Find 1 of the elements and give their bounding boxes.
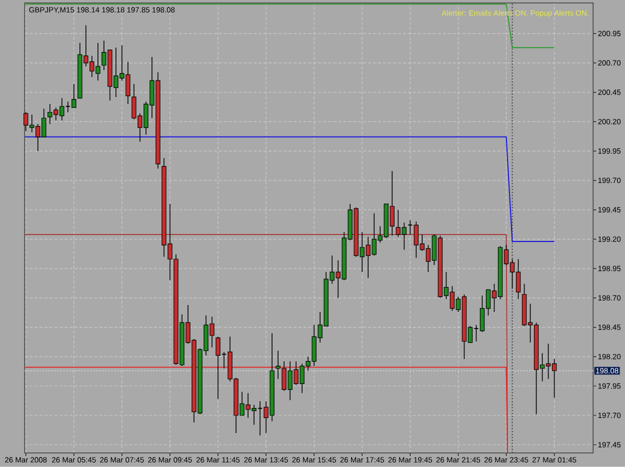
candlestick bbox=[408, 220, 413, 235]
